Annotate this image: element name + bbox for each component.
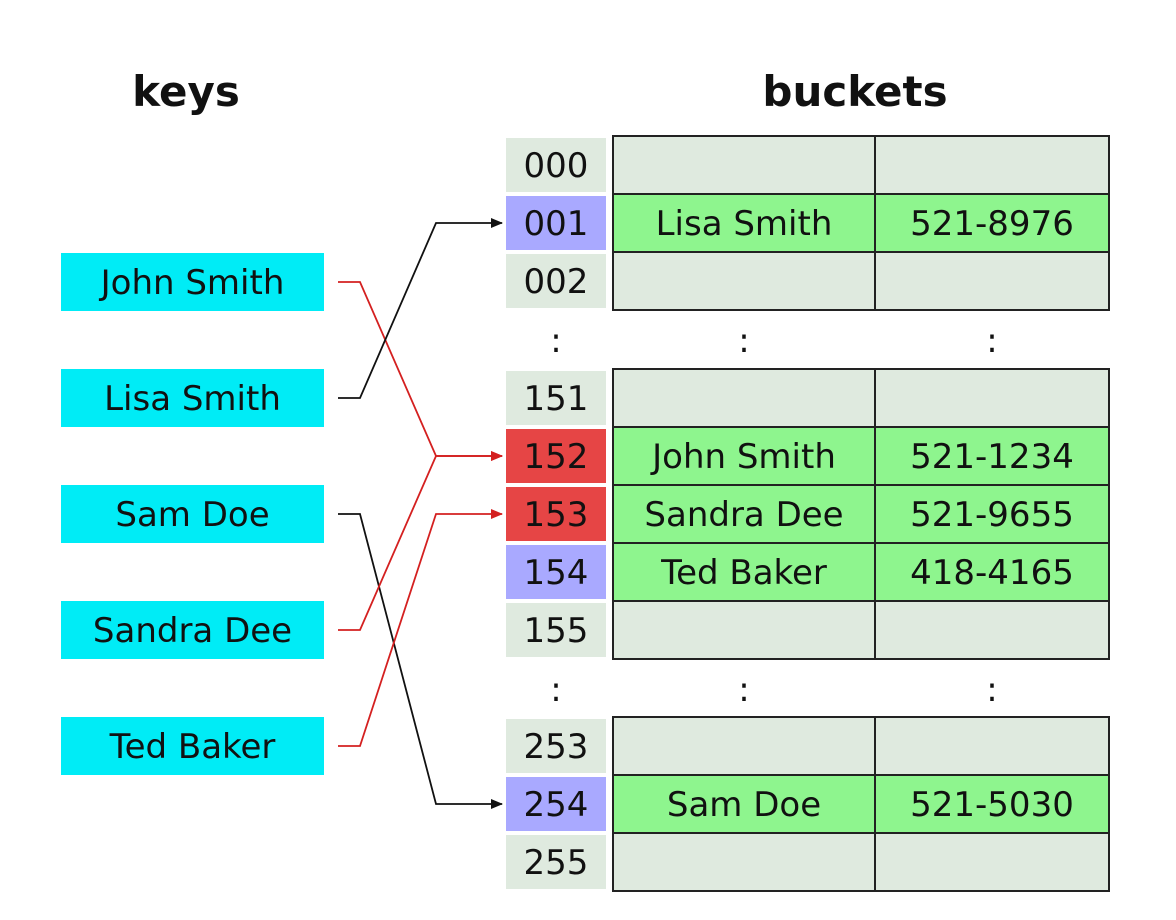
key-lisa-smith: Lisa Smith	[61, 369, 324, 427]
bucket-row-153: 153 Sandra Dee 521-9655	[506, 485, 1109, 543]
bucket-index-box	[506, 254, 606, 308]
separator-dots: :	[738, 670, 749, 710]
bucket-index: 155	[524, 611, 589, 651]
bucket-row-155: 155	[506, 601, 1109, 659]
key-sam-doe: Sam Doe	[61, 485, 324, 543]
bucket-cell-bg	[613, 833, 1109, 891]
bucket-index: 001	[524, 204, 589, 244]
bucket-grid	[612, 368, 1110, 660]
key-john-smith: John Smith	[61, 253, 324, 311]
bucket-index: 254	[524, 785, 589, 825]
key-label: Ted Baker	[109, 727, 276, 767]
bucket-row-152: 152 John Smith 521-1234	[506, 427, 1109, 485]
bucket-row-154: 154 Ted Baker 418-4165	[506, 543, 1109, 601]
bucket-row-000: 000	[506, 136, 1109, 194]
bucket-index-box	[506, 196, 606, 250]
bucket-name: Lisa Smith	[656, 204, 833, 244]
bucket-index-box	[506, 777, 606, 831]
edges	[338, 218, 503, 809]
bucket-phone: 418-4165	[910, 553, 1074, 593]
bucket-index-box	[506, 603, 606, 657]
bucket-row-002: 002	[506, 252, 1109, 310]
edge-lisa-smith-to-001	[338, 218, 503, 399]
key-label: John Smith	[99, 263, 285, 303]
bucket-cell-bg	[613, 194, 1109, 252]
separator-dots: :	[550, 321, 561, 361]
key-label: Sam Doe	[115, 495, 269, 535]
keys-column: John Smith Lisa Smith Sam Doe Sandra Dee Ted…	[61, 253, 324, 775]
bucket-cell-bg	[613, 543, 1109, 601]
key-ted-baker: Ted Baker	[61, 717, 324, 775]
edge-ted-baker-to-153	[338, 509, 503, 747]
bucket-group-1: 000 001 Lisa Smith 521-8976 002	[506, 135, 1110, 311]
bucket-index-box	[506, 719, 606, 773]
bucket-name: Sandra Dee	[644, 495, 843, 535]
key-box	[61, 485, 324, 543]
bucket-cell-bg	[613, 601, 1109, 659]
bucket-index-box	[506, 371, 606, 425]
key-label: Sandra Dee	[93, 611, 292, 651]
bucket-group-2: 151 152 John Smith 521-1234 153 Sandra Dee 521…	[506, 368, 1110, 660]
bucket-index: 000	[524, 146, 589, 186]
bucket-grid	[612, 716, 1110, 892]
edge-sandra-dee-to-152	[338, 451, 503, 631]
bucket-index-box	[506, 487, 606, 541]
bucket-index-box	[506, 138, 606, 192]
bucket-cell-bg	[613, 717, 1109, 775]
bucket-cell-bg	[613, 369, 1109, 427]
bucket-index-box	[506, 429, 606, 483]
key-box	[61, 601, 324, 659]
bucket-cell-bg	[613, 775, 1109, 833]
bucket-index: 253	[524, 727, 589, 767]
separator-dots: :	[738, 321, 749, 361]
bucket-phone: 521-8976	[910, 204, 1074, 244]
bucket-name: John Smith	[650, 437, 836, 477]
bucket-row-001: 001 Lisa Smith 521-8976	[506, 194, 1109, 252]
keys-title: keys	[132, 67, 240, 116]
bucket-name: Sam Doe	[667, 785, 821, 825]
bucket-name: Ted Baker	[660, 553, 827, 593]
key-box	[61, 253, 324, 311]
bucket-index: 255	[524, 843, 589, 883]
bucket-index: 151	[524, 379, 589, 419]
key-label: Lisa Smith	[104, 379, 281, 419]
key-box	[61, 717, 324, 775]
bucket-grid	[612, 135, 1110, 311]
bucket-group-3: 253 254 Sam Doe 521-5030 255	[506, 716, 1110, 892]
bucket-index: 152	[524, 437, 589, 477]
bucket-row-254: 254 Sam Doe 521-5030	[506, 775, 1109, 833]
bucket-phone: 521-9655	[910, 495, 1074, 535]
bucket-index: 002	[524, 262, 589, 302]
key-sandra-dee: Sandra Dee	[61, 601, 324, 659]
buckets-title: buckets	[762, 67, 947, 116]
bucket-index-box	[506, 835, 606, 889]
bucket-phone: 521-1234	[910, 437, 1074, 477]
edge-sam-doe-to-254	[338, 513, 503, 809]
bucket-index-box	[506, 545, 606, 599]
separator-dots: :	[550, 670, 561, 710]
bucket-row-151: 151	[506, 369, 1109, 427]
bucket-index: 153	[524, 495, 589, 535]
bucket-cell-bg	[613, 427, 1109, 485]
bucket-cell-bg	[613, 485, 1109, 543]
bucket-row-255: 255	[506, 833, 1109, 891]
bucket-cell-bg	[613, 136, 1109, 194]
separator-dots: :	[986, 321, 997, 361]
bucket-index: 154	[524, 553, 589, 593]
edge-john-smith-to-152	[338, 281, 503, 461]
bucket-phone: 521-5030	[910, 785, 1074, 825]
bucket-cell-bg	[613, 252, 1109, 310]
key-box	[61, 369, 324, 427]
bucket-row-253: 253	[506, 717, 1109, 775]
separator-dots: :	[986, 670, 997, 710]
